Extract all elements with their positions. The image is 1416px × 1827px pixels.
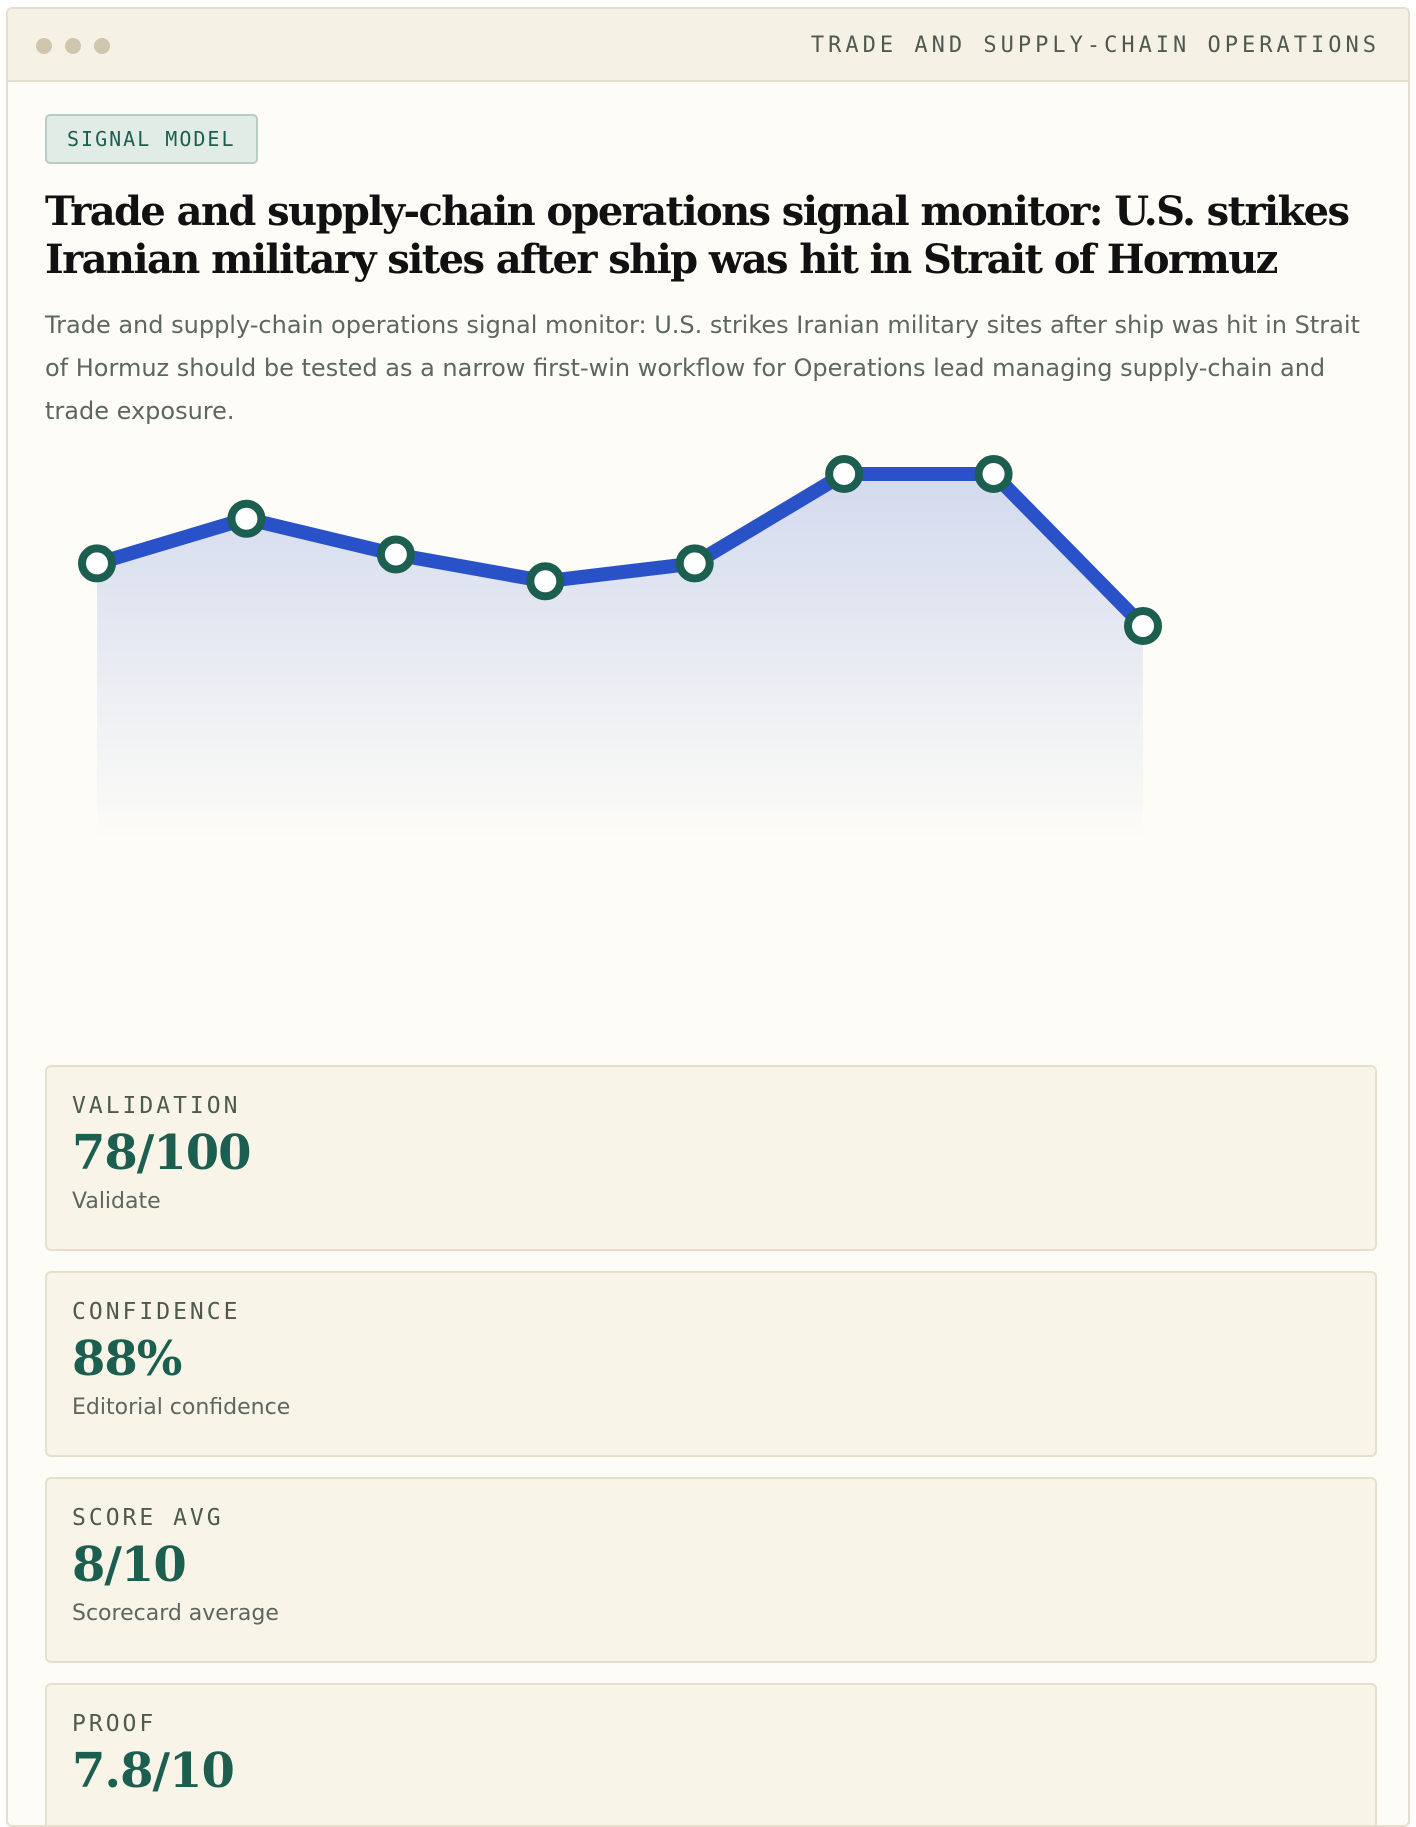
section-badge: SIGNAL MODEL (45, 114, 258, 164)
window-controls (36, 38, 110, 54)
chart-point-2[interactable] (227, 499, 266, 538)
chart-area-fill (97, 474, 1143, 841)
chart-point-8[interactable] (1124, 607, 1162, 645)
metric-card-validation: VALIDATION 78/100 Validate (45, 1065, 1377, 1251)
metric-label: SCORE AVG (72, 1505, 224, 1531)
metric-card-proof: PROOF 7.8/10 (45, 1683, 1377, 1825)
metric-caption: Validate (72, 1189, 161, 1214)
page-title: Trade and supply-chain operations signal… (45, 188, 1350, 283)
metric-label: PROOF (72, 1711, 157, 1737)
window-dot-minimize[interactable] (65, 38, 81, 54)
chart-point-4[interactable] (526, 562, 565, 601)
chart-point-6[interactable] (825, 455, 864, 493)
metric-value: 7.8/10 (72, 1743, 235, 1799)
metric-card-score-avg: SCORE AVG 8/10 Scorecard average (45, 1477, 1377, 1663)
chart-series-line (90, 467, 1150, 633)
chart-area (8, 9, 1408, 1009)
window-title: TRADE AND SUPPLY-CHAIN OPERATIONS (810, 33, 1380, 58)
metric-value: 88% (72, 1331, 182, 1387)
metric-value: 78/100 (72, 1125, 252, 1181)
chart-point-7[interactable] (974, 455, 1013, 493)
metric-card-confidence: CONFIDENCE 88% Editorial confidence (45, 1271, 1377, 1457)
chart-point-5[interactable] (675, 544, 714, 583)
title-bar: TRADE AND SUPPLY-CHAIN OPERATIONS (8, 9, 1408, 82)
signal-line-chart (78, 455, 1162, 841)
metric-value: 8/10 (72, 1537, 187, 1593)
page-description: Trade and supply-chain operations signal… (45, 311, 1360, 425)
metrics-list: VALIDATION 78/100 Validate CONFIDENCE 88… (45, 1065, 1377, 1825)
chart-point-1[interactable] (78, 544, 116, 583)
chart-point-3[interactable] (376, 535, 415, 574)
window-dot-close[interactable] (36, 38, 52, 54)
metric-label: VALIDATION (72, 1093, 241, 1119)
main-content: SIGNAL MODEL Trade and supply-chain oper… (8, 82, 1408, 433)
metric-caption: Scorecard average (72, 1601, 279, 1626)
metric-caption: Editorial confidence (72, 1395, 291, 1420)
app-window: TRADE AND SUPPLY-CHAIN OPERATIONS SIGNAL… (6, 7, 1410, 1827)
window-dot-maximize[interactable] (94, 38, 110, 54)
metric-label: CONFIDENCE (72, 1299, 241, 1325)
